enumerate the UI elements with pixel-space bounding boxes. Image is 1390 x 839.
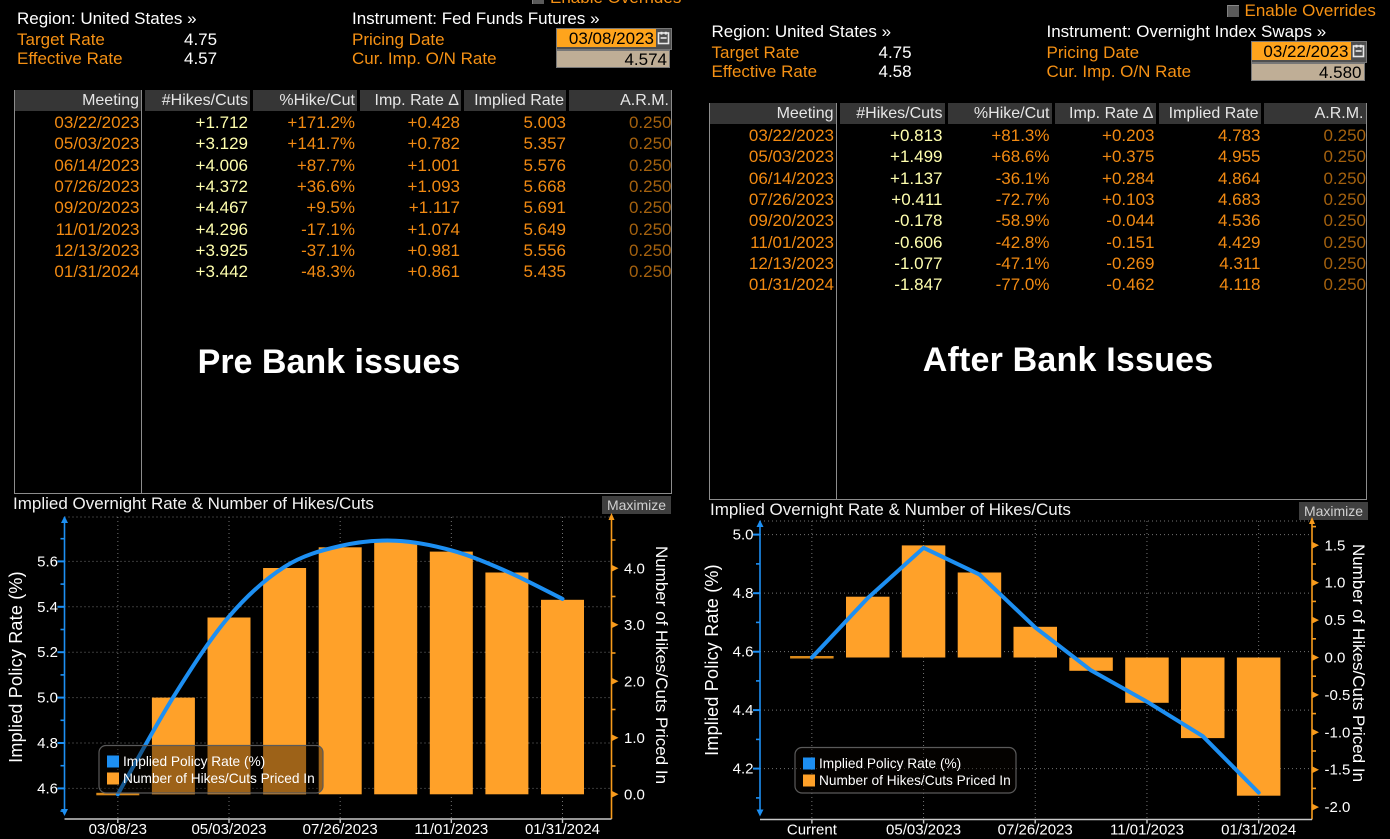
svg-text:4.4: 4.4 [733, 702, 754, 719]
svg-text:2.0: 2.0 [624, 673, 645, 690]
svg-text:5.4: 5.4 [37, 599, 58, 616]
svg-text:5.2: 5.2 [37, 644, 58, 661]
svg-text:Number of Hikes/Cuts Priced In: Number of Hikes/Cuts Priced In [1349, 544, 1368, 782]
svg-text:4.8: 4.8 [37, 735, 58, 752]
svg-text:0.5: 0.5 [1325, 612, 1346, 629]
svg-text:11/01/2023: 11/01/2023 [1110, 822, 1184, 839]
svg-text:Implied Policy Rate (%): Implied Policy Rate (%) [819, 756, 961, 771]
svg-text:03/08/23: 03/08/23 [89, 821, 147, 838]
svg-text:05/03/2023: 05/03/2023 [886, 822, 961, 839]
svg-text:-1.0: -1.0 [1325, 724, 1351, 741]
svg-text:1.0: 1.0 [624, 730, 645, 747]
svg-text:4.8: 4.8 [733, 585, 754, 602]
svg-text:4.0: 4.0 [624, 560, 645, 577]
svg-text:07/26/2023: 07/26/2023 [303, 821, 378, 838]
svg-text:4.6: 4.6 [733, 644, 754, 661]
svg-text:-0.5: -0.5 [1325, 687, 1351, 704]
svg-text:-1.5: -1.5 [1325, 762, 1351, 779]
svg-text:1.5: 1.5 [1325, 537, 1346, 554]
svg-text:Implied Policy Rate (%): Implied Policy Rate (%) [6, 571, 26, 763]
svg-text:05/03/2023: 05/03/2023 [191, 821, 266, 838]
svg-text:4.6: 4.6 [37, 780, 58, 797]
svg-text:5.0: 5.0 [37, 690, 58, 707]
svg-text:Number of Hikes/Cuts Priced In: Number of Hikes/Cuts Priced In [652, 546, 671, 784]
svg-text:Implied Policy Rate (%): Implied Policy Rate (%) [702, 564, 722, 756]
svg-text:Number of Hikes/Cuts Priced In: Number of Hikes/Cuts Priced In [123, 771, 315, 786]
svg-text:11/01/2023: 11/01/2023 [414, 821, 488, 838]
svg-text:3.0: 3.0 [624, 617, 645, 634]
svg-text:Implied Policy Rate (%): Implied Policy Rate (%) [123, 754, 265, 769]
svg-text:Number of Hikes/Cuts Priced In: Number of Hikes/Cuts Priced In [819, 773, 1011, 788]
svg-text:0.0: 0.0 [624, 786, 645, 803]
svg-text:4.2: 4.2 [733, 761, 754, 778]
svg-text:01/31/2024: 01/31/2024 [525, 821, 600, 838]
svg-text:0.0: 0.0 [1325, 650, 1346, 667]
svg-text:5.0: 5.0 [733, 527, 754, 544]
svg-text:01/31/2024: 01/31/2024 [1221, 822, 1296, 839]
svg-text:-2.0: -2.0 [1325, 799, 1351, 816]
svg-text:1.0: 1.0 [1325, 575, 1346, 592]
svg-text:07/26/2023: 07/26/2023 [998, 822, 1073, 839]
svg-text:Current: Current [787, 822, 838, 839]
svg-text:5.6: 5.6 [37, 553, 58, 570]
